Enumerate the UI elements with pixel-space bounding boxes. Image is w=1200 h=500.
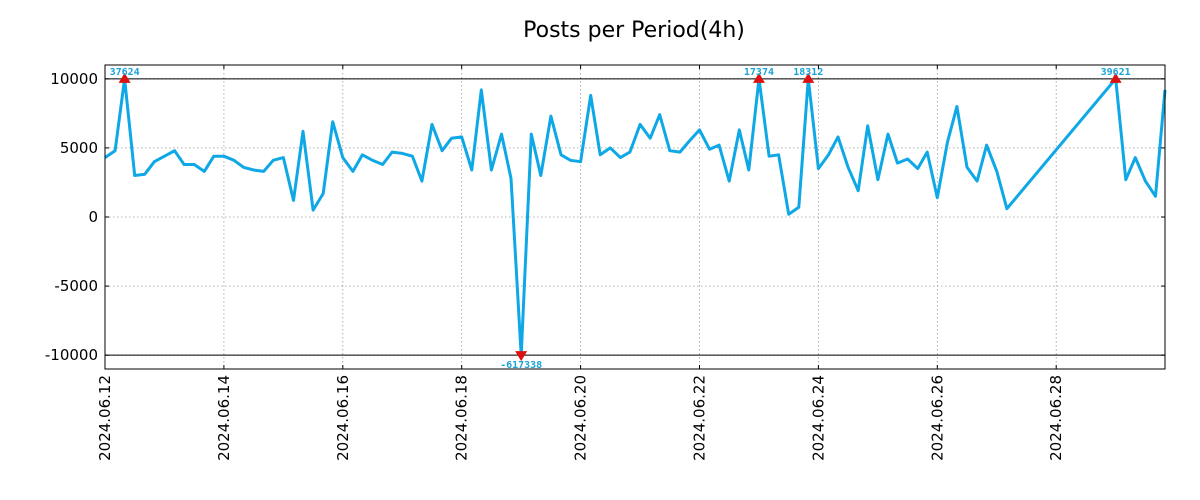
x-tick-label: 2024.06.18 [453, 375, 471, 461]
peak-marker [118, 72, 131, 83]
peak-marker [515, 351, 528, 362]
peak-label: 39621 [1101, 67, 1131, 78]
x-tick-label: 2024.06.12 [96, 375, 114, 461]
peak-label: 17374 [744, 67, 774, 78]
y-tick-label: -5000 [54, 277, 98, 295]
x-tick-label: 2024.06.14 [215, 375, 233, 461]
x-tick-label: 2024.06.20 [572, 375, 590, 461]
clip-limit-lines [105, 78, 1165, 356]
x-tick-label: 2024.06.24 [809, 375, 827, 461]
peak-label: -617338 [500, 360, 542, 371]
y-tick-label: -10000 [45, 346, 98, 364]
x-tick-label: 2024.06.16 [334, 375, 352, 461]
grid-lines [104, 65, 1165, 369]
peak-label: 37624 [110, 67, 140, 78]
x-axis-ticks: 2024.06.12 2024.06.14 2024.06.16 2024.06.18… [96, 65, 1065, 461]
x-tick-label: 2024.06.22 [691, 375, 709, 461]
y-tick-label: 5000 [60, 139, 98, 157]
y-tick-label: 10000 [50, 70, 98, 88]
peak-markers: 37624 -617338 17374 18312 39621 [110, 67, 1131, 371]
x-tick-label: 2024.06.28 [1047, 375, 1065, 461]
series-line-posts [104, 77, 1167, 357]
x-tick-label: 2024.06.26 [928, 375, 946, 461]
y-axis-ticks: 10000 5000 0 -5000 -10000 [45, 70, 1165, 364]
y-tick-label: 0 [88, 208, 98, 226]
peak-label: 18312 [793, 67, 823, 78]
series-layer [104, 77, 1167, 357]
peak-marker [752, 72, 765, 83]
peak-marker [1109, 72, 1122, 83]
peak-marker [802, 72, 815, 83]
chart-title: Posts per Period(4h) [523, 18, 745, 43]
